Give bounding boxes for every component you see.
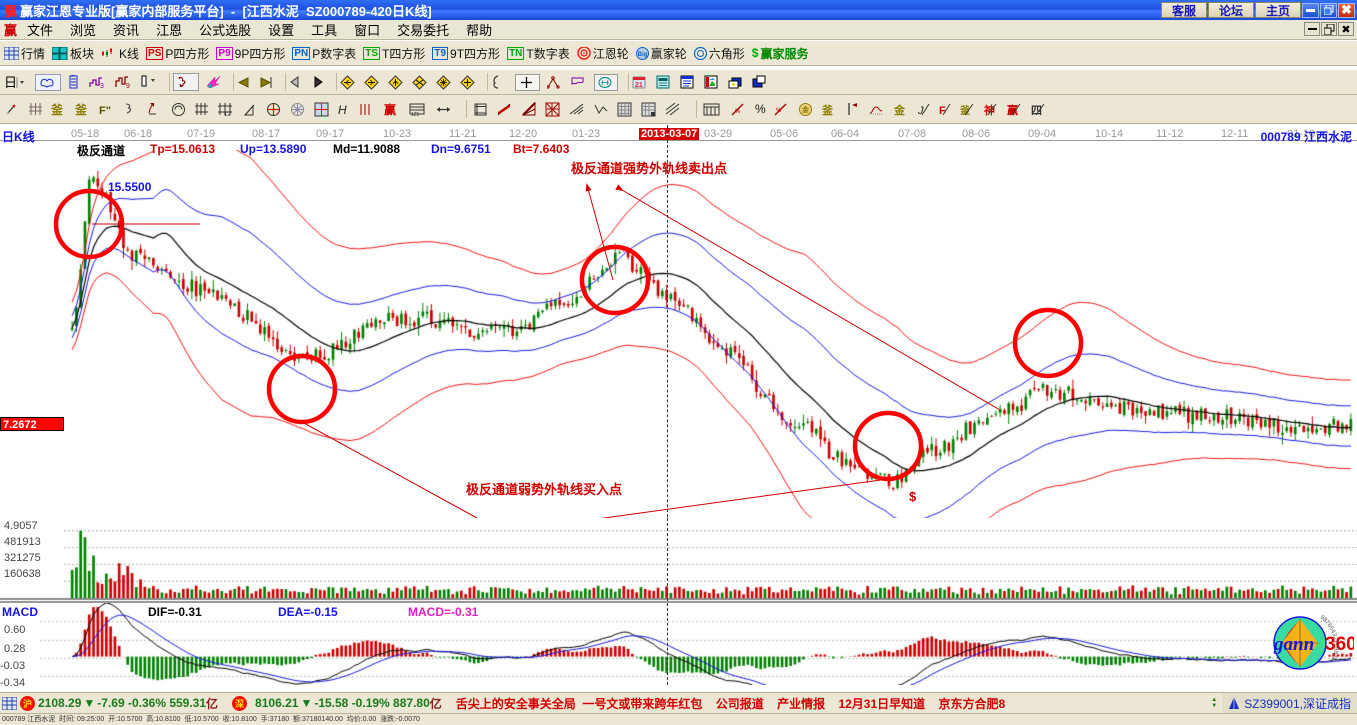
- svg-text:釜: 釜: [822, 103, 834, 117]
- svg-text:125: 125: [411, 112, 420, 117]
- svg-text:日: 日: [4, 75, 17, 90]
- svg-text:%: %: [776, 108, 782, 114]
- svg-text:Big: Big: [637, 52, 647, 58]
- svg-text:12: 12: [224, 112, 231, 117]
- svg-text:360: 360: [1325, 634, 1354, 655]
- svg-text:9: 9: [126, 83, 130, 89]
- svg-text:J: J: [918, 105, 924, 117]
- svg-text:%: %: [735, 109, 741, 115]
- svg-text:F": F": [99, 105, 111, 117]
- svg-text:金: 金: [894, 103, 906, 117]
- svg-text:gann: gann: [1273, 634, 1314, 655]
- svg-text:21: 21: [635, 82, 643, 89]
- svg-text:金: 金: [801, 105, 810, 114]
- svg-text:H: H: [338, 103, 347, 117]
- svg-text:釜: 釜: [75, 102, 88, 117]
- svg-text:釜: 釜: [51, 102, 64, 117]
- svg-text:F: F: [939, 105, 946, 117]
- svg-text:赢: 赢: [384, 102, 396, 117]
- svg-text:神: 神: [984, 103, 995, 117]
- svg-text:3: 3: [100, 83, 104, 89]
